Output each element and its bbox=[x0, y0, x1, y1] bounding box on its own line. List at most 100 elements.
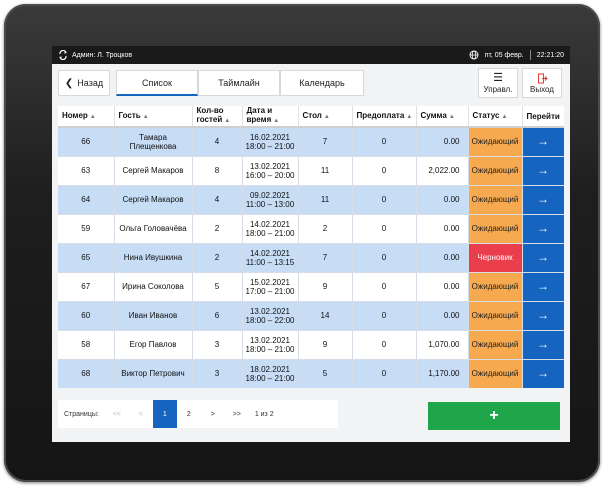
go-button[interactable]: → bbox=[522, 156, 564, 186]
table-row[interactable]: 60 Иван Иванов 6 13.02.2021 18:00 – 22:00 14 0… bbox=[58, 301, 564, 331]
cell-datetime: 09.02.2021 11:00 – 13:00 bbox=[242, 185, 299, 215]
col-header-guest[interactable]: Гость ▲ bbox=[114, 106, 193, 128]
cell-table-text: 9 bbox=[322, 282, 328, 291]
sort-up-icon: ▲ bbox=[406, 113, 413, 120]
cell-guest: Сергей Макаров bbox=[114, 185, 193, 215]
table-row[interactable]: 63 Сергей Макаров 8 13.02.2021 16:00 – 20:00… bbox=[58, 156, 564, 186]
cell-guest-text: Тамара Плещенкова bbox=[129, 132, 177, 151]
tab-list-label: Список bbox=[142, 77, 172, 88]
page-count: 1 из 2 bbox=[254, 410, 274, 418]
go-button[interactable]: → bbox=[522, 272, 564, 302]
go-button[interactable]: → bbox=[522, 214, 564, 244]
arrow-right-icon: → bbox=[537, 279, 549, 293]
table-row[interactable]: 67 Ирина Соколова 5 15.02.2021 17:00 – 21:00… bbox=[58, 272, 564, 302]
tab-list[interactable]: Список bbox=[116, 70, 198, 96]
cell-prepayment-text: 0 bbox=[381, 195, 387, 204]
col-header-prepayment[interactable]: Предоплата ▲ bbox=[352, 106, 417, 128]
cell-guest-count: 6 bbox=[192, 301, 243, 331]
col-header-number[interactable]: Номер ▲ bbox=[58, 106, 115, 128]
cell-prepayment: 0 bbox=[352, 301, 417, 331]
cell-datetime-text: 14.02.2021 bbox=[249, 219, 291, 229]
next-page-button[interactable]: > bbox=[210, 410, 215, 418]
cell-prepayment: 0 bbox=[352, 243, 417, 273]
back-button[interactable]: ❮ Назад bbox=[58, 70, 110, 96]
status-badge-text: Ожидающий bbox=[471, 369, 519, 378]
exit-button[interactable]: Выход bbox=[522, 68, 562, 98]
cell-datetime-text: 18:00 – 21:00 bbox=[245, 373, 295, 383]
table-row[interactable]: 66 Тамара Плещенкова 4 16.02.2021 18:00 – 21… bbox=[58, 127, 564, 157]
cell-prepayment: 0 bbox=[352, 272, 417, 302]
add-reservation-button[interactable]: + bbox=[428, 402, 560, 430]
col-header-datetime[interactable]: Дата и время ▲ bbox=[242, 106, 299, 128]
cell-prepayment-text: 0 bbox=[381, 282, 387, 291]
go-button[interactable]: → bbox=[522, 243, 564, 273]
arrow-right-icon: → bbox=[537, 221, 549, 235]
cell-datetime-text: 11:00 – 13:00 bbox=[245, 199, 295, 209]
sort-up-icon: ▲ bbox=[323, 113, 330, 120]
status-badge: Ожидающий bbox=[468, 127, 523, 157]
table-row[interactable]: 68 Виктор Петрович 3 18.02.2021 18:00 – 21:0… bbox=[58, 359, 564, 388]
cell-number-text: 58 bbox=[81, 340, 91, 349]
status-badge: Ожидающий bbox=[468, 185, 523, 215]
cell-guest-count: 3 bbox=[192, 359, 243, 388]
cell-prepayment: 0 bbox=[352, 214, 417, 244]
col-header-go: Перейти bbox=[522, 106, 564, 128]
cell-sum: 0.00 bbox=[416, 272, 469, 302]
status-divider bbox=[529, 50, 531, 60]
arrow-right-icon: → bbox=[537, 308, 549, 322]
col-header-sum[interactable]: Сумма ▲ bbox=[416, 106, 469, 128]
table-row[interactable]: 59 Ольга Головачёва 2 14.02.2021 18:00 – 21:… bbox=[58, 214, 564, 244]
reservations-table: Номер ▲ Гость ▲ Кол-во гостей ▲ Дата и врем… bbox=[58, 106, 564, 388]
cell-guest: Ирина Соколова bbox=[114, 272, 193, 302]
cell-sum: 0.00 bbox=[416, 301, 469, 331]
cell-number: 66 bbox=[58, 127, 115, 157]
arrow-right-icon: → bbox=[537, 337, 549, 351]
page-1-button[interactable]: 1 bbox=[152, 400, 177, 428]
page-2-button[interactable]: 2 bbox=[186, 410, 191, 418]
cell-table: 2 bbox=[298, 214, 353, 244]
status-badge-text: Ожидающий bbox=[471, 195, 519, 204]
status-badge-text: Ожидающий bbox=[471, 311, 519, 320]
manage-label: Управл. bbox=[483, 84, 513, 94]
globe-icon[interactable] bbox=[469, 50, 479, 60]
col-header-guest-count[interactable]: Кол-во гостей ▲ bbox=[192, 106, 243, 128]
tab-timeline[interactable]: Таймлайн bbox=[198, 70, 280, 96]
last-page-button[interactable]: >> bbox=[232, 410, 241, 418]
cell-sum-text: 1,170.00 bbox=[428, 369, 460, 378]
cell-number: 58 bbox=[58, 330, 115, 360]
table-row[interactable]: 64 Сергей Макаров 4 09.02.2021 11:00 – 13:00… bbox=[58, 185, 564, 215]
back-label: Назад bbox=[77, 78, 104, 88]
tab-calendar[interactable]: Календарь bbox=[280, 70, 364, 96]
status-badge-text: Черновик bbox=[477, 253, 513, 262]
cell-guest-text: Сергей Макаров bbox=[122, 195, 184, 204]
cell-prepayment: 0 bbox=[352, 127, 417, 157]
cell-sum: 0.00 bbox=[416, 214, 469, 244]
cell-datetime: 13.02.2021 18:00 – 22:00 bbox=[242, 301, 299, 331]
go-button[interactable]: → bbox=[522, 301, 564, 331]
first-page-button[interactable]: << bbox=[112, 410, 121, 418]
sort-up-icon: ▲ bbox=[224, 118, 231, 124]
manage-button[interactable]: ☰ Управл. bbox=[478, 68, 518, 98]
cell-prepayment: 0 bbox=[352, 156, 417, 186]
go-button[interactable]: → bbox=[522, 185, 564, 215]
cell-table: 9 bbox=[298, 330, 353, 360]
table-row[interactable]: 58 Егор Павлов 3 13.02.2021 18:00 – 21:00 9 0 1… bbox=[58, 330, 564, 360]
cell-table-text: 7 bbox=[322, 253, 328, 262]
tablet-bezel: Админ: Л. Троцков пт, 05 февр. 22:21:20 … bbox=[4, 4, 600, 482]
sort-up-icon: ▲ bbox=[448, 113, 455, 120]
go-button[interactable]: → bbox=[522, 359, 564, 388]
col-header-status[interactable]: Статус ▲ bbox=[468, 106, 523, 128]
prev-page-button[interactable]: < bbox=[138, 410, 143, 418]
cell-guest: Виктор Петрович bbox=[114, 359, 193, 388]
cell-sum: 0.00 bbox=[416, 185, 469, 215]
go-button[interactable]: → bbox=[522, 330, 564, 360]
cell-sum-text: 0.00 bbox=[443, 311, 460, 320]
go-button[interactable]: → bbox=[522, 127, 564, 157]
table-row[interactable]: 65 Нина Ивушкина 2 14.02.2021 11:00 – 13:15 7… bbox=[58, 243, 564, 273]
col-header-table[interactable]: Стол ▲ bbox=[298, 106, 353, 128]
cell-number-text: 67 bbox=[81, 282, 91, 291]
cell-guest-count-text: 3 bbox=[214, 369, 220, 378]
cell-number: 64 bbox=[58, 185, 115, 215]
cell-guest-count-text: 2 bbox=[214, 224, 220, 233]
cell-guest-text: Сергей Макаров bbox=[122, 166, 184, 175]
